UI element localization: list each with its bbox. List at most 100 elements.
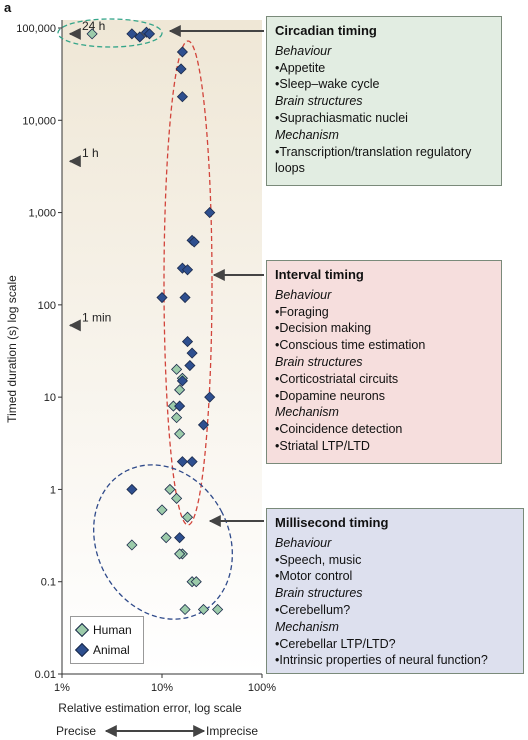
human-point — [171, 363, 183, 375]
plot-area — [62, 20, 262, 674]
y-axis: 100,000 10,000 1,000 100 10 1 0.1 0.01 — [16, 20, 63, 681]
human-point — [156, 504, 168, 516]
animal-point — [181, 264, 194, 276]
y-tick-label: 100 — [38, 300, 56, 312]
box-title: Circadian timing — [275, 23, 377, 38]
animal-point — [174, 400, 186, 412]
human-point — [174, 548, 186, 560]
panel-label: a — [4, 0, 12, 15]
human-point — [126, 539, 138, 551]
human-point — [179, 603, 191, 616]
animal-point — [126, 28, 138, 40]
box-item: Motor control — [275, 568, 515, 585]
box-heading: Brain structures — [275, 586, 363, 601]
legend-animal-label: Animal — [93, 643, 130, 657]
box-heading: Behaviour — [275, 287, 332, 302]
box-heading: Mechanism — [275, 127, 339, 142]
animal-point — [181, 336, 194, 348]
human-point — [174, 428, 186, 440]
animal-point — [188, 236, 200, 248]
animal-swatch-icon — [74, 642, 90, 658]
legend-human-label: Human — [93, 623, 132, 637]
animal-point — [176, 375, 188, 387]
box-item: Suprachiasmatic nuclei — [275, 110, 493, 127]
y-tick-label: 1 — [50, 484, 56, 496]
millisecond-timing-box: Millisecond timing Behaviour Speech, mus… — [266, 508, 524, 674]
animal-point — [197, 419, 210, 431]
animal-point — [134, 31, 146, 43]
y-tick-label: 0.1 — [41, 577, 56, 589]
animal-point — [126, 483, 138, 495]
circadian-ellipse — [57, 18, 163, 48]
interval-ellipse — [163, 40, 213, 526]
legend-animal: Animal — [74, 642, 130, 658]
box-item: Striatal LTP/LTD — [275, 438, 493, 455]
interval-timing-box: Interval timing Behaviour Foraging Decis… — [266, 260, 502, 464]
regions — [57, 18, 233, 620]
box-item: Speech, music — [275, 552, 515, 569]
reference-label: 24 h — [82, 19, 105, 33]
animal-point — [176, 46, 188, 58]
animal-point — [176, 456, 188, 468]
human-point — [86, 28, 98, 40]
box-item: Conscious time estimation — [275, 337, 493, 354]
reference-label: 1 min — [82, 310, 111, 324]
animal-point — [184, 359, 196, 372]
x-axis-label: Relative estimation error, log scale — [58, 701, 242, 715]
box-item: Cerebellum? — [275, 602, 515, 619]
box-heading: Behaviour — [275, 535, 332, 550]
box-item: Intrinsic properties of neural function? — [275, 652, 515, 669]
box-heading: Behaviour — [275, 43, 332, 58]
box-title: Millisecond timing — [275, 515, 389, 530]
box-item: Sleep–wake cycle — [275, 76, 493, 93]
x-tick-label: 100% — [248, 682, 276, 694]
human-point — [181, 511, 194, 523]
animal-point — [143, 28, 156, 40]
box-heading: Brain structures — [275, 94, 363, 109]
box-heading: Mechanism — [275, 405, 339, 420]
y-axis-label: Timed duration (s) log scale — [5, 275, 19, 423]
reference-marks: 24 h 1 h 1 min — [68, 19, 111, 332]
human-point — [174, 384, 186, 396]
human-point — [171, 412, 183, 424]
box-item: Cerebellar LTP/LTD? — [275, 636, 515, 653]
reference-label: 1 h — [82, 146, 99, 160]
box-item: Foraging — [275, 304, 493, 321]
human-point — [212, 603, 224, 616]
box-title: Interval timing — [275, 267, 364, 282]
y-tick-label: 10,000 — [22, 115, 56, 127]
box-item: Appetite — [275, 60, 493, 77]
millisecond-ellipse — [93, 464, 233, 620]
human-point — [164, 483, 176, 495]
box-item: Corticostriatal circuits — [275, 371, 493, 388]
circadian-timing-box: Circadian timing Behaviour Appetite Slee… — [266, 16, 502, 186]
human-point — [160, 532, 172, 544]
human-point — [190, 576, 202, 588]
animal-point — [204, 207, 216, 219]
box-item: Dopamine neurons — [275, 388, 493, 405]
box-heading: Brain structures — [275, 354, 363, 369]
imprecise-label: Imprecise — [206, 724, 258, 738]
x-axis: 1% 10% 100% — [54, 673, 276, 694]
box-pointers — [168, 25, 264, 527]
legend-human: Human — [74, 622, 132, 638]
animal-point — [186, 347, 198, 359]
animal-point — [186, 456, 198, 468]
animal-point — [156, 291, 168, 304]
data-points — [86, 26, 224, 616]
animal-point — [174, 532, 186, 544]
y-tick-label: 10 — [44, 392, 56, 404]
animal-point — [179, 291, 191, 304]
box-heading: Mechanism — [275, 619, 339, 634]
human-point — [197, 603, 210, 616]
x-tick-label: 1% — [54, 682, 70, 694]
animal-point — [175, 63, 187, 75]
y-tick-label: 1,000 — [28, 208, 56, 220]
y-tick-label: 100,000 — [16, 23, 56, 35]
animal-point — [176, 91, 188, 103]
precise-label: Precise — [56, 724, 96, 738]
legend: Human Animal — [70, 616, 144, 664]
human-point — [171, 492, 183, 504]
y-tick-label: 0.01 — [35, 669, 56, 681]
